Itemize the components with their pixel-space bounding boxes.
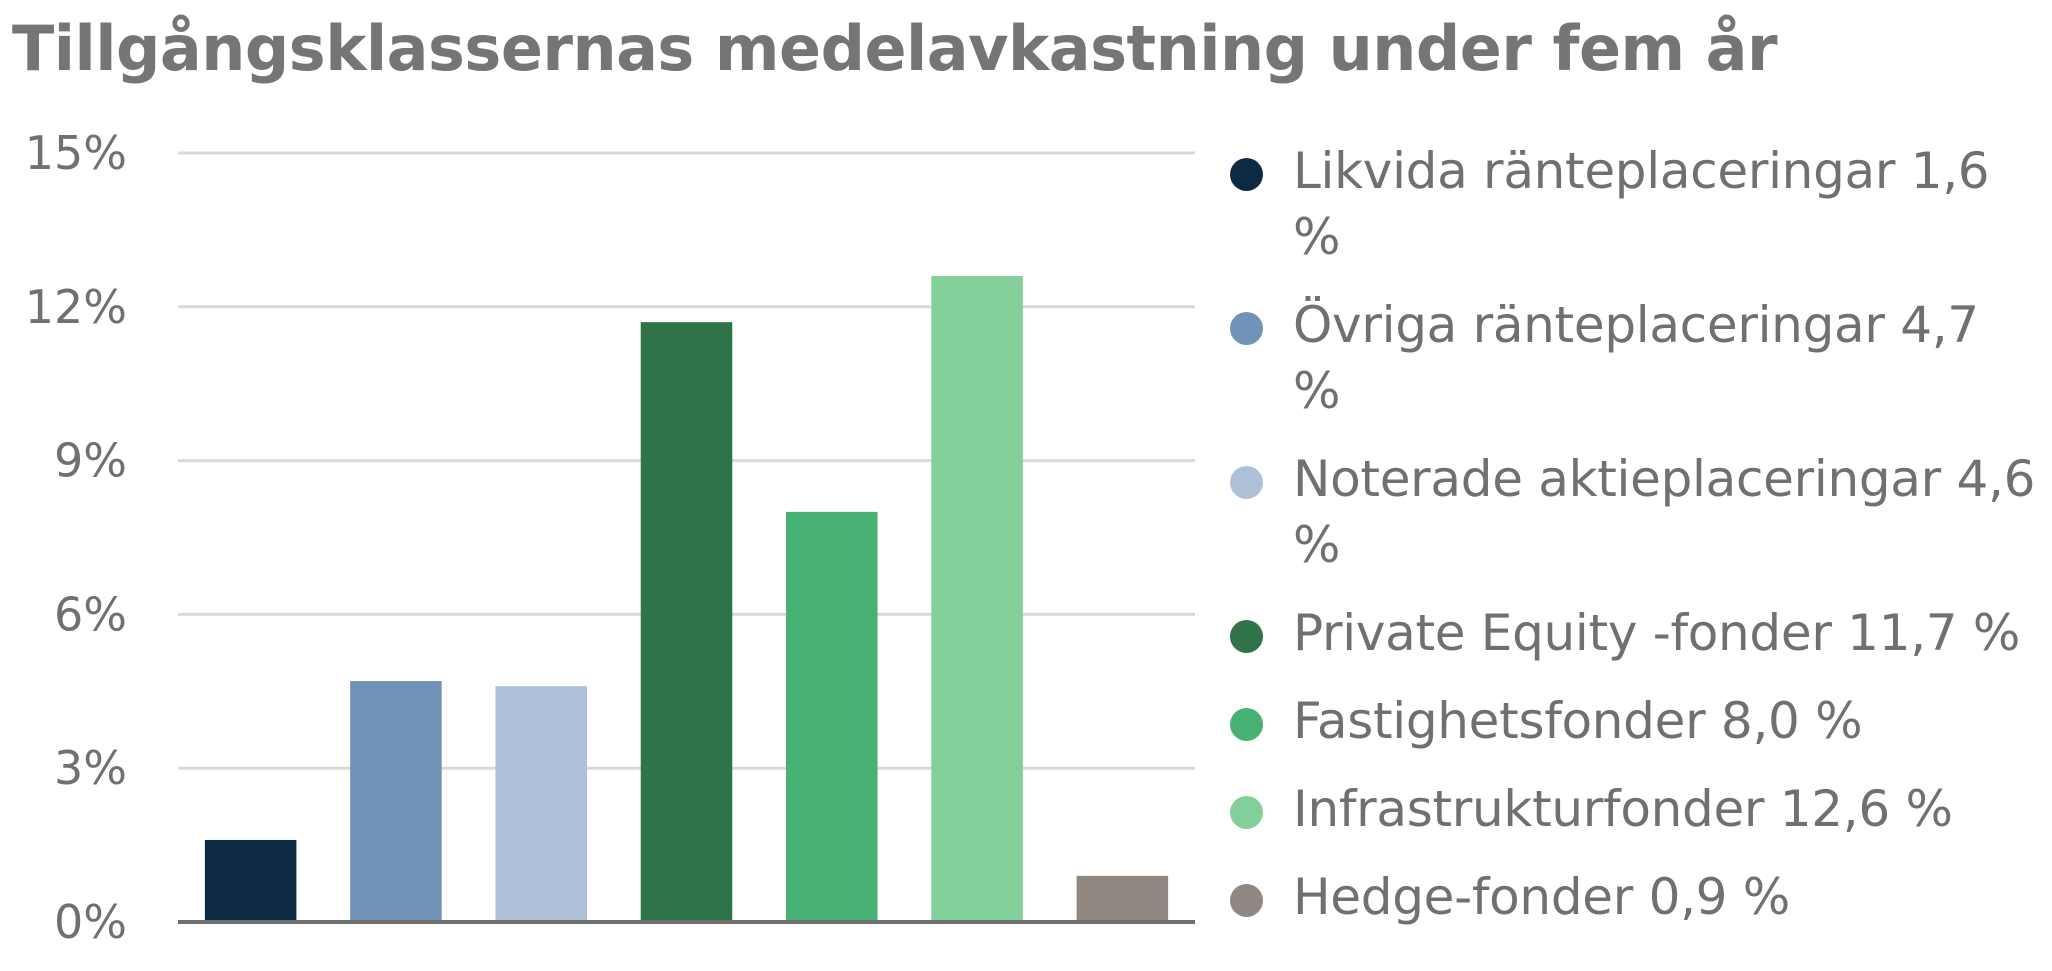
y-tick-label: 3%: [54, 741, 127, 795]
legend-swatch: [1230, 796, 1263, 829]
y-tick-label: 12%: [25, 280, 127, 334]
legend-label: Fastighetsfonder 8,0 %: [1293, 692, 1863, 750]
legend-label: Likvida ränteplaceringar 1,6 %: [1293, 142, 1990, 266]
y-tick-label: 0%: [54, 895, 127, 949]
bar: [640, 322, 733, 922]
legend-label: Infrastrukturfonder 12,6 %: [1293, 780, 1953, 838]
legend-swatch: [1230, 466, 1263, 499]
legend-item: Övriga ränteplaceringar 4,7 %: [1230, 292, 2040, 424]
bar: [204, 839, 297, 922]
bar: [495, 686, 587, 922]
legend-swatch: [1230, 620, 1263, 653]
y-tick-label: 15%: [25, 126, 127, 180]
y-tick-label: 6%: [54, 587, 127, 641]
legend-item: Noterade aktieplaceringar 4,6 %: [1230, 446, 2040, 578]
legend-swatch: [1230, 884, 1263, 917]
y-axis-ticks: 0% 3% 6% 9% 12% 15%: [25, 126, 127, 949]
bar: [350, 681, 442, 922]
legend-item: Hedge-fonder 0,9 %: [1230, 864, 2040, 930]
y-tick-label: 9%: [54, 434, 127, 488]
legend: Likvida ränteplaceringar 1,6 % Övriga rän…: [1230, 138, 2040, 952]
legend-item: Likvida ränteplaceringar 1,6 %: [1230, 138, 2040, 270]
bar-chart: 0% 3% 6% 9% 12% 15%: [25, 126, 1195, 949]
legend-swatch: [1230, 312, 1263, 345]
legend-swatch: [1230, 708, 1263, 741]
bars: [204, 276, 1169, 922]
legend-label: Övriga ränteplaceringar 4,7 %: [1293, 296, 1979, 420]
legend-item: Fastighetsfonder 8,0 %: [1230, 688, 2040, 754]
chart-title: Tillgångsklassernas medelavkastning unde…: [12, 12, 1778, 85]
legend-label: Hedge-fonder 0,9 %: [1293, 868, 1790, 926]
bar: [1076, 875, 1169, 922]
bar: [931, 276, 1023, 922]
legend-label: Noterade aktieplaceringar 4,6 %: [1293, 450, 2036, 574]
bar: [786, 511, 878, 922]
legend-item: Infrastrukturfonder 12,6 %: [1230, 776, 2040, 842]
legend-swatch: [1230, 158, 1263, 191]
legend-label: Private Equity -fonder 11,7 %: [1293, 604, 2021, 662]
legend-item: Private Equity -fonder 11,7 %: [1230, 600, 2040, 666]
